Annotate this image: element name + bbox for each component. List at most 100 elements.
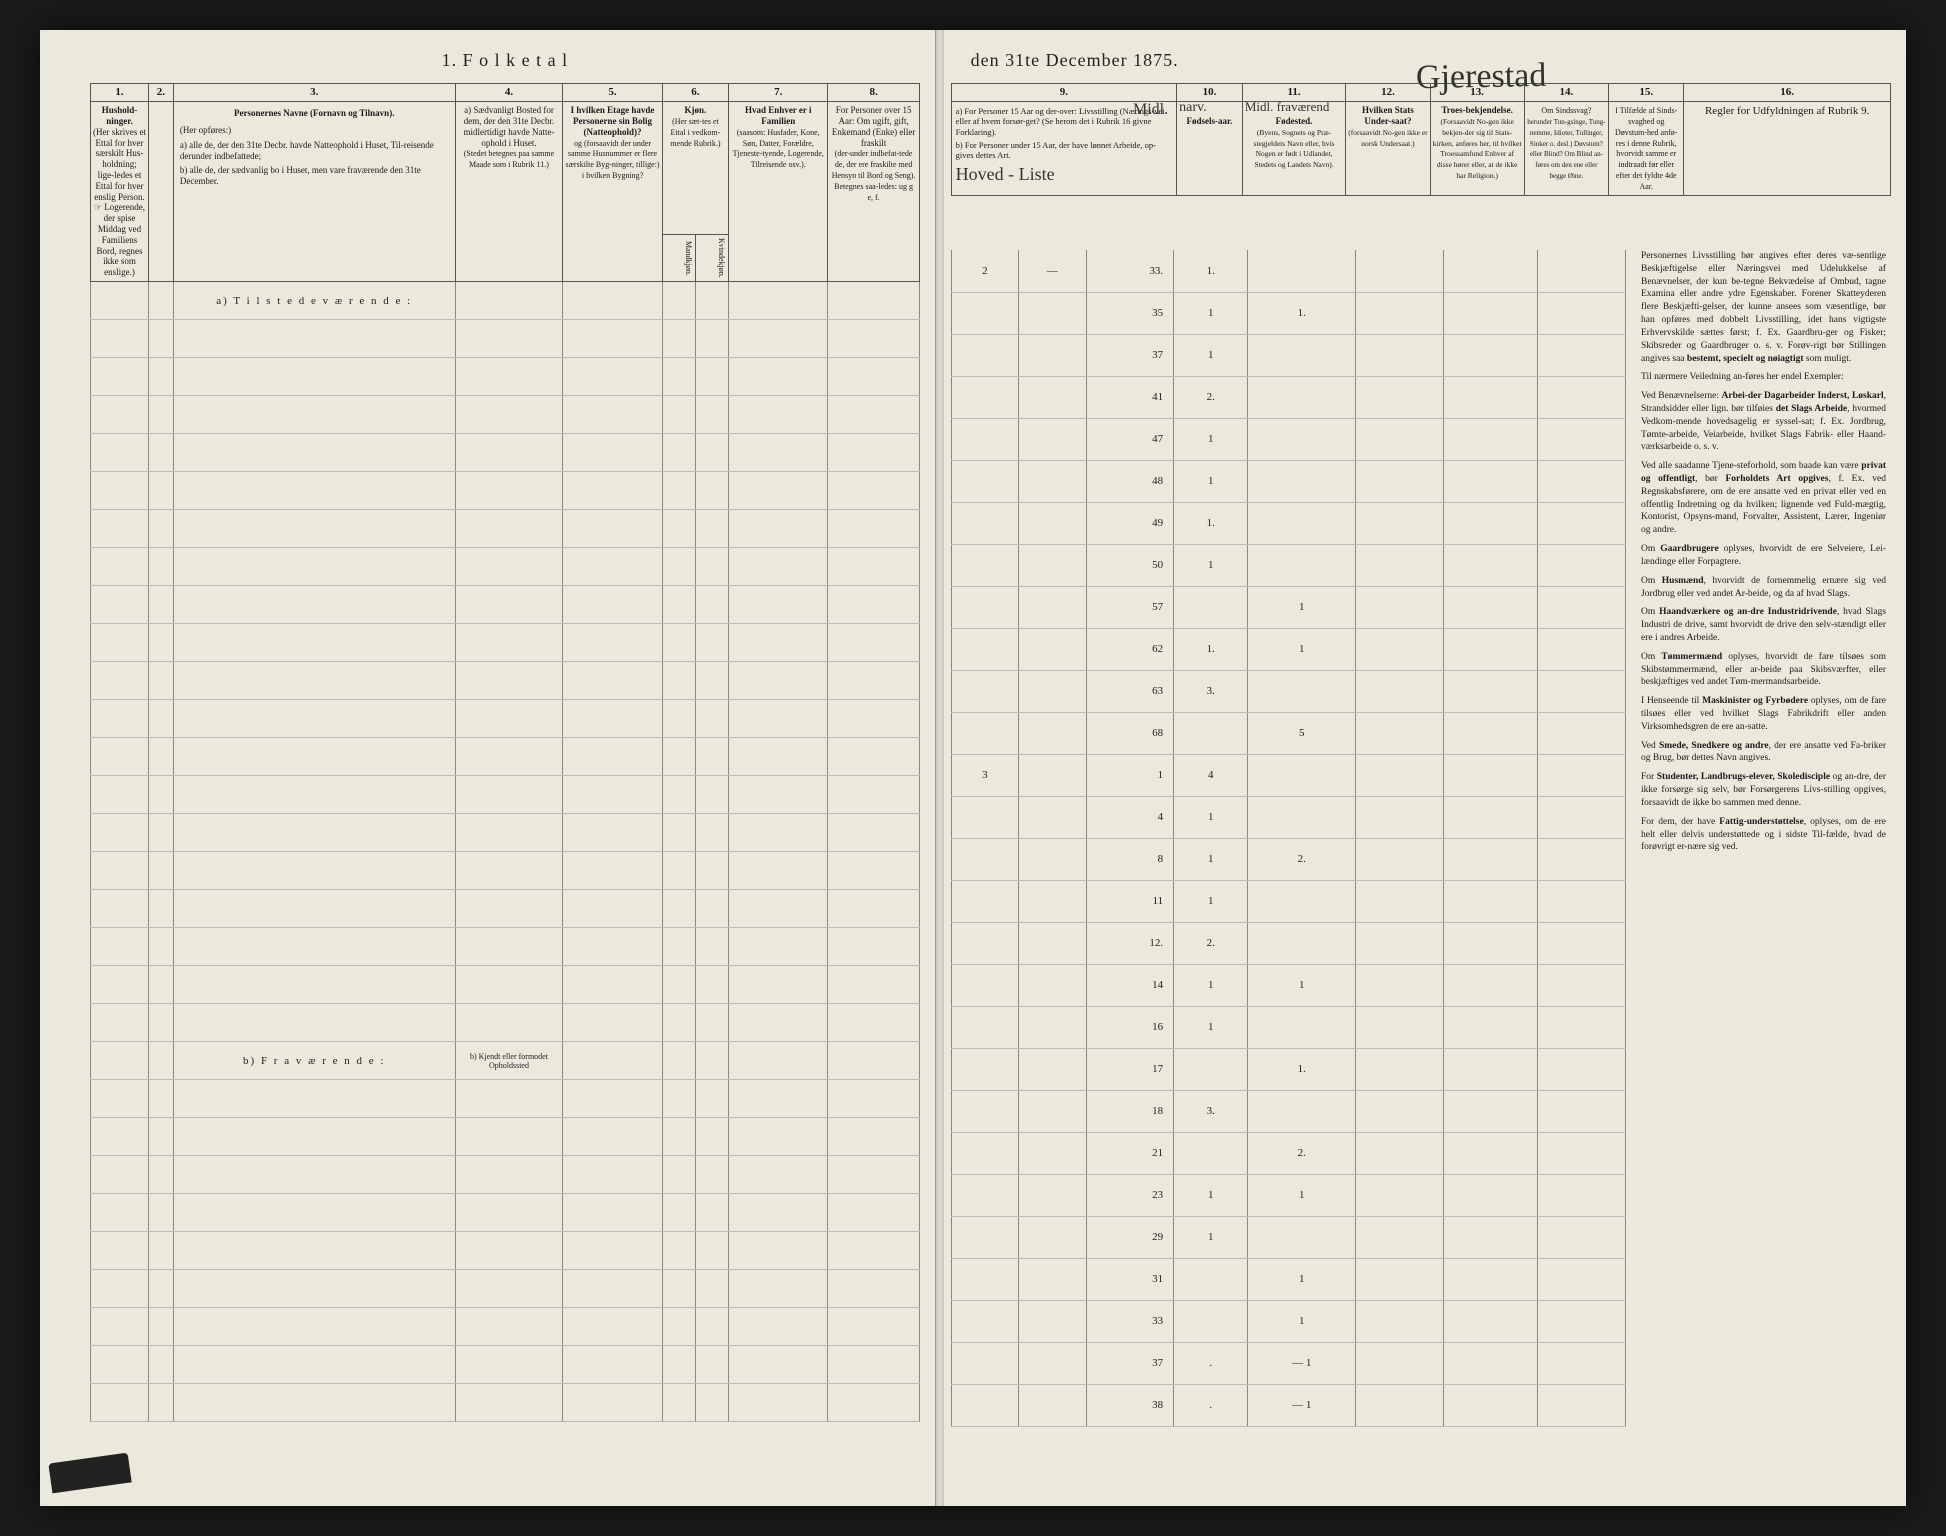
table-cell [828,548,919,586]
table-cell [662,472,695,510]
table-cell: 2. [1174,376,1248,418]
table-row: 412. [951,376,1625,418]
table-cell: — 1 [1248,1342,1356,1384]
table-cell [455,700,563,738]
table-cell [1443,586,1537,628]
table-cell [1356,712,1444,754]
table-cell [662,700,695,738]
table-cell [1248,460,1356,502]
table-cell [1019,502,1086,544]
table-row [91,358,920,396]
table-row: 111 [951,880,1625,922]
table-cell [1443,334,1537,376]
table-cell [1248,1090,1356,1132]
table-cell [695,282,728,320]
table-cell [1248,250,1356,292]
instruction-paragraph: Om Tømmermænd oplyses, hvorvidt de fare … [1641,651,1886,689]
table-cell [662,282,695,320]
table-cell [149,1194,174,1232]
table-cell: 2 [951,250,1018,292]
col10-num: 10. [1177,84,1243,102]
col15-head: I Tilfælde af Sinds-svaghed og Døvstum-h… [1609,102,1684,195]
table-cell [1443,502,1537,544]
table-cell [1538,502,1626,544]
table-cell [1443,838,1537,880]
table-cell [1248,544,1356,586]
table-cell [91,890,149,928]
table-cell [729,358,828,396]
col10-head: narv. Fødsels-aar. [1177,102,1243,195]
table-cell [149,586,174,624]
table-cell [828,434,919,472]
table-cell [1443,1132,1537,1174]
right-body-table: 2—33.1.3511.371412.471481491.501571621.1… [951,250,1626,1427]
table-cell: b) Kjendt eller formodet Opholdssted [455,1042,563,1080]
table-row: 2—33.1. [951,250,1625,292]
table-cell [1356,376,1444,418]
table-cell: 3. [1174,1090,1248,1132]
table-cell [828,358,919,396]
table-cell [1356,964,1444,1006]
table-cell [729,1384,828,1422]
table-cell [91,320,149,358]
table-cell: 2. [1248,1132,1356,1174]
table-cell [695,396,728,434]
table-cell [662,1270,695,1308]
right-header-table: 9. 10. 11. 12. 13. 14. 15. 16. Midl. a) … [951,83,1891,196]
table-cell [1356,1216,1444,1258]
table-cell [173,320,455,358]
table-cell [455,966,563,1004]
table-cell [695,852,728,890]
table-cell [1538,838,1626,880]
col12-head: Hvilken Stats Under-saat?(forsaavidt No-… [1346,102,1431,195]
table-row: 12.2. [951,922,1625,964]
table-row: 171. [951,1048,1625,1090]
table-cell [91,1118,149,1156]
table-cell [729,548,828,586]
col15-num: 15. [1609,84,1684,102]
table-cell [1443,1048,1537,1090]
instruction-paragraph: Til nærmere Veiledning an-føres her ende… [1641,371,1886,384]
table-cell: 1 [1086,754,1174,796]
table-cell [662,890,695,928]
table-cell [695,1308,728,1346]
table-cell [695,586,728,624]
table-cell [662,1384,695,1422]
table-cell [91,472,149,510]
table-cell [173,966,455,1004]
table-cell [662,358,695,396]
table-cell: a) T i l s t e d e v æ r e n d e : [173,282,455,320]
table-cell [173,1232,455,1270]
table-cell [1248,796,1356,838]
table-cell: 21 [1086,1132,1174,1174]
table-row: 685 [951,712,1625,754]
table-cell [1443,418,1537,460]
table-row [91,1080,920,1118]
table-cell [695,472,728,510]
instruction-paragraph: Om Husmænd, hvorvidt de fornemmelig ernæ… [1641,575,1886,601]
table-cell: 23 [1086,1174,1174,1216]
table-cell [455,1308,563,1346]
table-cell [695,1042,728,1080]
table-row [91,1346,920,1384]
table-cell [1538,670,1626,712]
table-cell [951,1384,1018,1426]
table-row [91,548,920,586]
table-cell [1019,418,1086,460]
table-cell [563,396,662,434]
table-cell [1538,586,1626,628]
table-cell [662,548,695,586]
table-cell [1443,712,1537,754]
table-row [91,586,920,624]
table-cell [1174,1300,1248,1342]
table-cell: 41 [1086,376,1174,418]
table-cell [1443,1384,1537,1426]
table-cell [149,320,174,358]
table-cell: 1 [1248,628,1356,670]
table-cell [91,1232,149,1270]
table-cell [455,1118,563,1156]
table-cell [173,1270,455,1308]
table-cell [1019,1132,1086,1174]
table-cell [1174,1258,1248,1300]
table-cell: 38 [1086,1384,1174,1426]
